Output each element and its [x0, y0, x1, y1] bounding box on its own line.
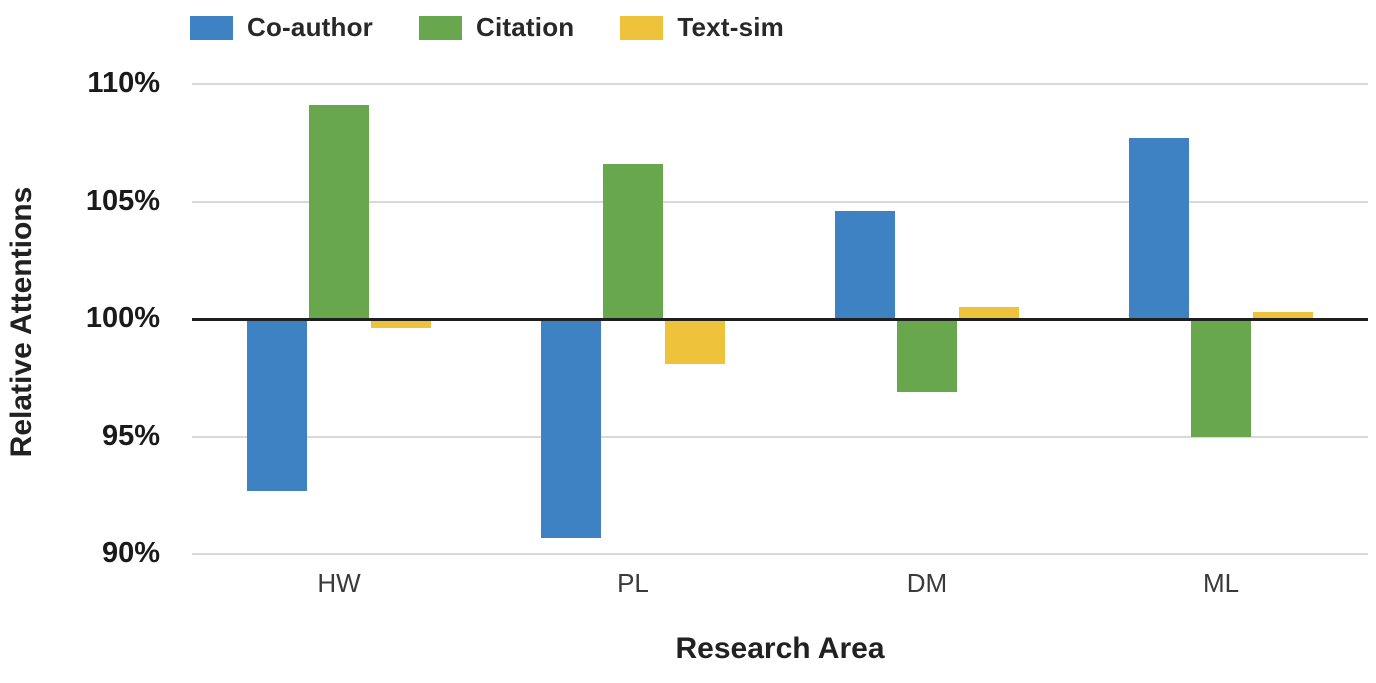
- y-tick-label-105: 105%: [85, 184, 160, 217]
- chart-legend: Co-author Citation Text-sim: [190, 12, 784, 43]
- bar-co-author-pl: [541, 319, 601, 538]
- legend-item-co-author: Co-author: [190, 12, 373, 43]
- bar-text-sim-pl: [665, 319, 725, 364]
- x-category-label-dm: DM: [906, 568, 948, 598]
- bar-co-author-hw: [247, 319, 307, 491]
- plot-area: [192, 83, 1368, 555]
- x-axis-title: Research Area: [675, 632, 885, 665]
- legend-item-text-sim: Text-sim: [620, 12, 784, 43]
- x-category-label-hw: HW: [317, 568, 361, 598]
- legend-swatch-text-sim: [620, 15, 664, 40]
- x-category-label-pl: PL: [617, 568, 649, 598]
- y-tick-label-110: 110%: [87, 67, 160, 99]
- legend-swatch-citation: [419, 15, 462, 40]
- legend-label-text-sim: Text-sim: [677, 12, 784, 42]
- bar-text-sim-hw: [371, 319, 431, 329]
- legend-label-citation: Citation: [476, 12, 575, 42]
- bar-text-sim-ml: [1253, 311, 1313, 319]
- y-tick-label-95: 95%: [101, 419, 160, 452]
- legend-label-co-author: Co-author: [247, 12, 373, 42]
- gridline-90pct: [192, 553, 1368, 555]
- bar-citation-pl: [603, 163, 663, 319]
- legend-swatch-co-author: [190, 15, 233, 40]
- bar-co-author-ml: [1129, 138, 1189, 319]
- bar-text-sim-dm: [959, 307, 1019, 319]
- bar-citation-hw: [309, 105, 369, 319]
- y-tick-label-90: 90%: [101, 537, 160, 569]
- bar-citation-dm: [897, 319, 957, 392]
- gridline-110pct: [192, 83, 1368, 85]
- bar-citation-ml: [1191, 319, 1251, 437]
- gridline-105pct: [192, 200, 1368, 203]
- y-tick-label-100: 100%: [85, 302, 160, 334]
- x-category-label-ml: ML: [1202, 568, 1240, 598]
- legend-item-citation: Citation: [419, 12, 574, 43]
- baseline-100pct-axis: [192, 317, 1368, 321]
- bar-co-author-dm: [835, 210, 895, 319]
- gridline-95pct: [192, 435, 1368, 438]
